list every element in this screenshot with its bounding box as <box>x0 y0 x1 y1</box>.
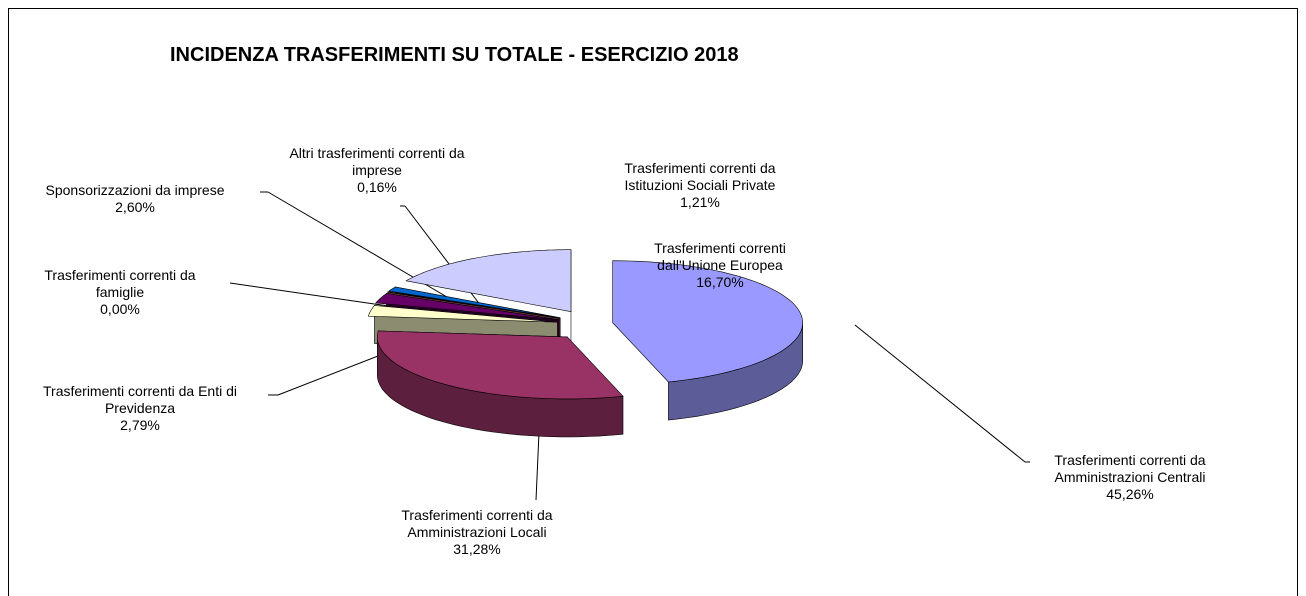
pie <box>368 249 804 438</box>
chart-title: INCIDENZA TRASFERIMENTI SU TOTALE - ESER… <box>170 44 739 66</box>
slice <box>375 293 559 320</box>
value-label: 2,60% <box>115 199 155 215</box>
category-label: Trasferimenti correnti da famiglie <box>44 267 196 300</box>
data-label: Trasferimenti correnti da Istituzioni So… <box>605 160 795 211</box>
value-label: 0,16% <box>357 179 397 195</box>
data-label: Sponsorizzazioni da imprese 2,60% <box>30 182 240 216</box>
value-label: 1,21% <box>680 194 720 210</box>
category-label: Altri trasferimenti correnti da imprese <box>289 145 465 178</box>
category-label: Trasferimenti correnti da Amministrazion… <box>401 507 553 540</box>
slice <box>612 260 804 383</box>
value-label: 16,70% <box>696 274 744 290</box>
data-label: Trasferimenti correnti da Amministrazion… <box>387 507 567 558</box>
category-label: Trasferimenti correnti da Enti di Previd… <box>43 383 237 416</box>
data-label: Trasferimenti correnti dall'Unione Europ… <box>625 240 815 291</box>
category-label: Trasferimenti correnti dall'Unione Europ… <box>654 240 786 273</box>
category-label: Sponsorizzazioni da imprese <box>45 182 225 198</box>
slice <box>405 249 572 313</box>
leader-line <box>854 324 1026 463</box>
data-label: Trasferimenti correnti da Amministrazion… <box>1035 452 1225 503</box>
leader-line <box>267 191 477 315</box>
value-label: 0,00% <box>100 301 140 317</box>
value-label: 45,26% <box>1106 486 1154 502</box>
value-label: 31,28% <box>453 541 501 557</box>
slice <box>386 291 560 319</box>
slice <box>368 305 558 323</box>
chart-frame <box>8 8 1298 596</box>
slice <box>376 330 624 400</box>
slice <box>374 303 559 322</box>
category-label: Trasferimenti correnti da Amministrazion… <box>1054 452 1206 485</box>
value-label: 2,79% <box>120 417 160 433</box>
slice <box>388 286 561 319</box>
data-label: Trasferimenti correnti da famiglie 0,00% <box>20 267 220 318</box>
data-label: Trasferimenti correnti da Enti di Previd… <box>40 383 240 434</box>
category-label: Trasferimenti correnti da Istituzioni So… <box>624 160 776 193</box>
data-label: Altri trasferimenti correnti da imprese 0… <box>272 145 482 196</box>
